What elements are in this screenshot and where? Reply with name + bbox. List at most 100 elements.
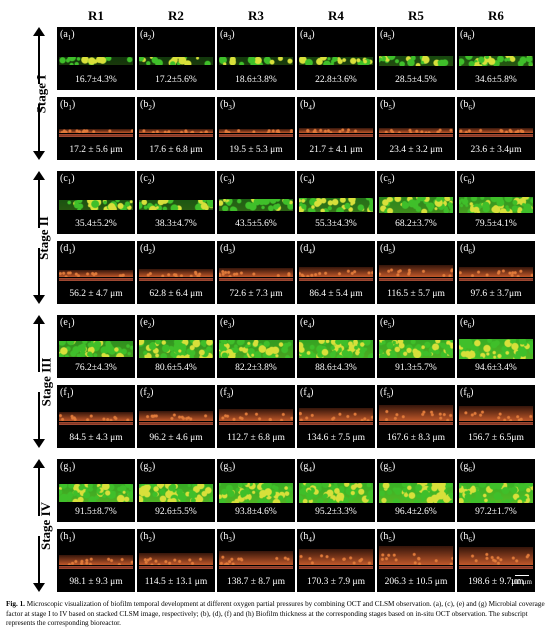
oct-biofilm-layer — [459, 546, 533, 565]
thickness-value: 167.6 ± 8.3 μm — [386, 433, 446, 443]
oct-image-d5: (d5) 116.5 ± 5.7 μm — [377, 241, 455, 304]
oct-image-f3: (f3) 112.7 ± 6.8 μm — [217, 385, 295, 448]
panel-label: (g5) — [380, 461, 396, 474]
thickness-value: 116.5 ± 5.7 μm — [387, 289, 445, 299]
panel-label: (c2) — [140, 173, 155, 186]
oct-image-b5: (b5) 23.4 ± 3.2 μm — [377, 97, 455, 160]
coverage-value: 16.7±4.3% — [75, 75, 117, 85]
thickness-value: 17.6 ± 6.8 μm — [149, 145, 203, 155]
oct-substrate-line — [299, 566, 373, 569]
clsm-biofilm-band — [59, 483, 133, 503]
oct-image-d1: (d1) 56.2 ± 4.7 μm — [57, 241, 135, 304]
clsm-biofilm-band — [299, 198, 373, 212]
panel-label: (c4) — [300, 173, 315, 186]
oct-image-d4: (d4) 86.4 ± 5.4 μm — [297, 241, 375, 304]
oct-substrate-line — [299, 134, 373, 137]
thickness-value: 17.2 ± 5.6 μm — [69, 145, 123, 155]
panel-label: (d2) — [140, 243, 156, 256]
clsm-image-c1: (c1) 35.4±5.2% — [57, 171, 135, 234]
clsm-biofilm-band — [139, 199, 213, 211]
stage-label-text: Stage IV — [38, 501, 54, 550]
panel-label: (b6) — [460, 99, 476, 112]
panel-label: (b4) — [300, 99, 316, 112]
clsm-biofilm-band — [379, 56, 453, 66]
oct-biofilm-layer — [379, 405, 453, 421]
thickness-value: 56.2 ± 4.7 μm — [69, 289, 123, 299]
oct-biofilm-layer — [459, 266, 533, 277]
clsm-image-g5: (g5) 96.4±2.6% — [377, 459, 455, 522]
arrow-up-icon — [33, 459, 45, 468]
oct-biofilm-layer — [299, 128, 373, 133]
panel-label: (b5) — [380, 99, 396, 112]
oct-biofilm-layer — [299, 407, 373, 421]
oct-biofilm-layer — [139, 128, 213, 133]
oct-substrate-line — [139, 134, 213, 137]
oct-image-f4: (f4) 134.6 ± 7.5 μm — [297, 385, 375, 448]
panel-label: (f5) — [380, 387, 394, 400]
panel-label: (d3) — [220, 243, 236, 256]
oct-image-f5: (f5) 167.6 ± 8.3 μm — [377, 385, 455, 448]
clsm-image-g2: (g2) 92.6±5.5% — [137, 459, 215, 522]
coverage-value: 79.5±4.1% — [475, 219, 517, 229]
oct-image-f6: (f6) 156.7 ± 6.5μm — [457, 385, 535, 448]
column-header-r1: R1 — [88, 8, 104, 23]
oct-biofilm-layer — [299, 549, 373, 565]
clsm-biofilm-band — [219, 340, 293, 358]
panel-label: (c3) — [220, 173, 235, 186]
panel-label: (e6) — [460, 317, 475, 330]
oct-image-d2: (d2) 62.8 ± 6.4 μm — [137, 241, 215, 304]
panel-label: (g3) — [220, 461, 236, 474]
clsm-biofilm-band — [459, 339, 533, 359]
oct-substrate-line — [459, 134, 533, 137]
oct-image-b2: (b2) 17.6 ± 6.8 μm — [137, 97, 215, 160]
panel-label: (c5) — [380, 173, 395, 186]
arrow-down-icon — [33, 583, 45, 592]
panel-label: (h2) — [140, 531, 156, 544]
coverage-value: 93.8±4.6% — [235, 507, 277, 517]
stage-marker-3: Stage III — [22, 315, 55, 448]
thickness-value: 98.1 ± 9.3 μm — [69, 577, 123, 587]
column-header-r4: R4 — [328, 8, 344, 23]
oct-biofilm-layer — [219, 551, 293, 565]
oct-image-h4: (h4) 170.3 ± 7.9 μm — [297, 529, 375, 592]
coverage-value: 28.5±4.5% — [395, 75, 437, 85]
clsm-image-a1: (a1) 16.7±4.3% — [57, 27, 135, 90]
oct-image-h1: (h1) 98.1 ± 9.3 μm — [57, 529, 135, 592]
thickness-value: 134.6 ± 7.5 μm — [306, 433, 366, 443]
thickness-value: 156.7 ± 6.5μm — [468, 433, 524, 443]
oct-biofilm-layer — [219, 128, 293, 133]
oct-substrate-line — [379, 278, 453, 281]
oct-image-b3: (b3) 19.5 ± 5.3 μm — [217, 97, 295, 160]
oct-biofilm-layer — [59, 411, 133, 421]
clsm-biofilm-band — [139, 57, 213, 65]
oct-biofilm-layer — [379, 265, 453, 277]
clsm-image-c2: (c2) 38.3±4.7% — [137, 171, 215, 234]
panel-label: (g6) — [460, 461, 476, 474]
clsm-biofilm-band — [139, 340, 213, 358]
oct-substrate-line — [219, 422, 293, 425]
clsm-biofilm-band — [219, 483, 293, 503]
coverage-value: 94.6±3.4% — [475, 363, 517, 373]
coverage-value: 97.2±1.7% — [475, 507, 517, 517]
oct-substrate-line — [379, 422, 453, 425]
clsm-image-c4: (c4) 55.3±4.3% — [297, 171, 375, 234]
clsm-image-e1: (e1) 76.2±4.3% — [57, 315, 135, 378]
clsm-biofilm-band — [219, 57, 293, 65]
clsm-biofilm-band — [459, 196, 533, 214]
thickness-value: 19.5 ± 5.3 μm — [229, 145, 283, 155]
panel-label: (h3) — [220, 531, 236, 544]
oct-substrate-line — [299, 422, 373, 425]
thickness-value: 23.4 ± 3.2 μm — [389, 145, 443, 155]
stage-label: Stage IV — [22, 501, 55, 550]
oct-biofilm-layer — [59, 128, 133, 133]
coverage-value: 80.6±5.4% — [155, 363, 197, 373]
coverage-value: 82.2±3.8% — [235, 363, 277, 373]
oct-substrate-line — [59, 134, 133, 137]
thickness-value: 97.6 ± 3.7μm — [470, 289, 522, 299]
oct-image-f1: (f1) 84.5 ± 4.3 μm — [57, 385, 135, 448]
oct-substrate-line — [219, 134, 293, 137]
thickness-value: 72.6 ± 7.3 μm — [229, 289, 283, 299]
panel-label: (b3) — [220, 99, 236, 112]
coverage-value: 91.5±8.7% — [75, 507, 117, 517]
oct-substrate-line — [59, 278, 133, 281]
